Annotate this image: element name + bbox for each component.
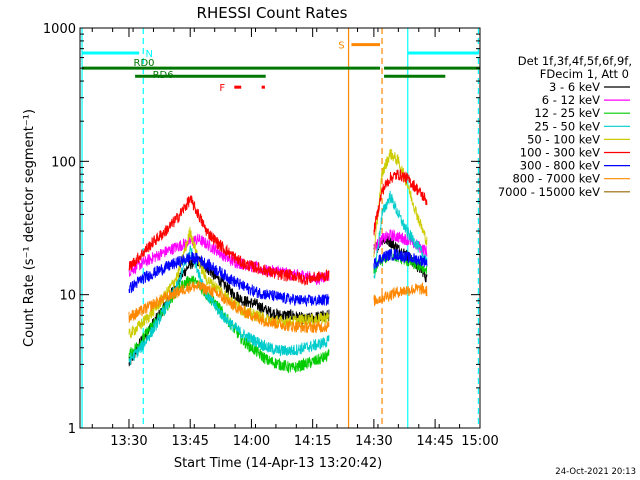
legend-header-line-1: Det 1f,3f,4f,5f,6f,9f, — [518, 54, 632, 68]
x-tick-label: 14:00 — [233, 434, 270, 449]
legend-label: 100 - 300 keV — [520, 146, 600, 160]
series-line-4-part-1 — [373, 148, 428, 258]
series-line-6-part-1 — [373, 248, 428, 270]
y-axis-label: Count Rate (s⁻¹ detector segment⁻¹) — [22, 109, 37, 347]
legend-label: 800 - 7000 keV — [512, 172, 600, 186]
y-tick-label: 1000 — [43, 22, 76, 37]
legend-label: 7000 - 15000 keV — [498, 185, 600, 199]
legend-label: 3 - 6 keV — [549, 80, 600, 94]
x-tick-label: 13:45 — [171, 434, 208, 449]
plot-frame — [79, 27, 481, 429]
series-line-3-part-1 — [373, 190, 428, 279]
x-axis-label: Start Time (14-Apr-13 13:20:42) — [174, 456, 382, 471]
segment-label-s: S — [338, 41, 344, 52]
y-axis: 1 10 100 1000 — [43, 22, 480, 437]
series-line-5-part-1 — [373, 169, 428, 236]
y-tick-label: 1 — [68, 422, 76, 437]
y-tick-label: 100 — [51, 155, 76, 170]
legend-label: 6 - 12 keV — [542, 93, 600, 107]
vertical-markers — [81, 28, 479, 428]
x-tick-label: 13:30 — [110, 434, 147, 449]
x-axis: 13:30 13:45 14:00 14:15 14:30 14:45 15:00 — [91, 28, 499, 449]
legend-label: 25 - 50 keV — [534, 119, 600, 133]
series-line-7-part-0 — [128, 280, 330, 334]
footer-date: 24-Oct-2021 20:13 — [555, 467, 636, 477]
legend-header-line-2: FDecim 1, Att 0 — [540, 67, 629, 81]
series-lines — [128, 148, 428, 374]
y-tick-label: 10 — [59, 289, 76, 304]
legend-label: 50 - 100 keV — [527, 132, 600, 146]
segment-label-rd0: RD0 — [134, 58, 155, 69]
x-tick-label: 14:15 — [294, 434, 331, 449]
x-tick-label: 14:45 — [416, 434, 453, 449]
series-line-3-part-0 — [128, 245, 330, 365]
legend: Det 1f,3f,4f,5f,6f,9f, FDecim 1, Att 0 3… — [498, 54, 632, 199]
segment-label-rd6: RD6 — [153, 70, 174, 81]
series-line-5-part-0 — [128, 195, 330, 286]
segment-label-n: N — [145, 49, 152, 60]
series-line-7-part-1 — [373, 282, 428, 307]
chart-title: RHESSI Count Rates — [197, 4, 348, 22]
x-tick-label: 15:00 — [461, 434, 498, 449]
legend-label: 12 - 25 keV — [534, 106, 600, 120]
legend-label: 300 - 800 keV — [520, 159, 600, 173]
segment-label-f: F — [219, 83, 225, 94]
series-line-6-part-0 — [128, 252, 330, 307]
x-tick-label: 14:30 — [355, 434, 392, 449]
